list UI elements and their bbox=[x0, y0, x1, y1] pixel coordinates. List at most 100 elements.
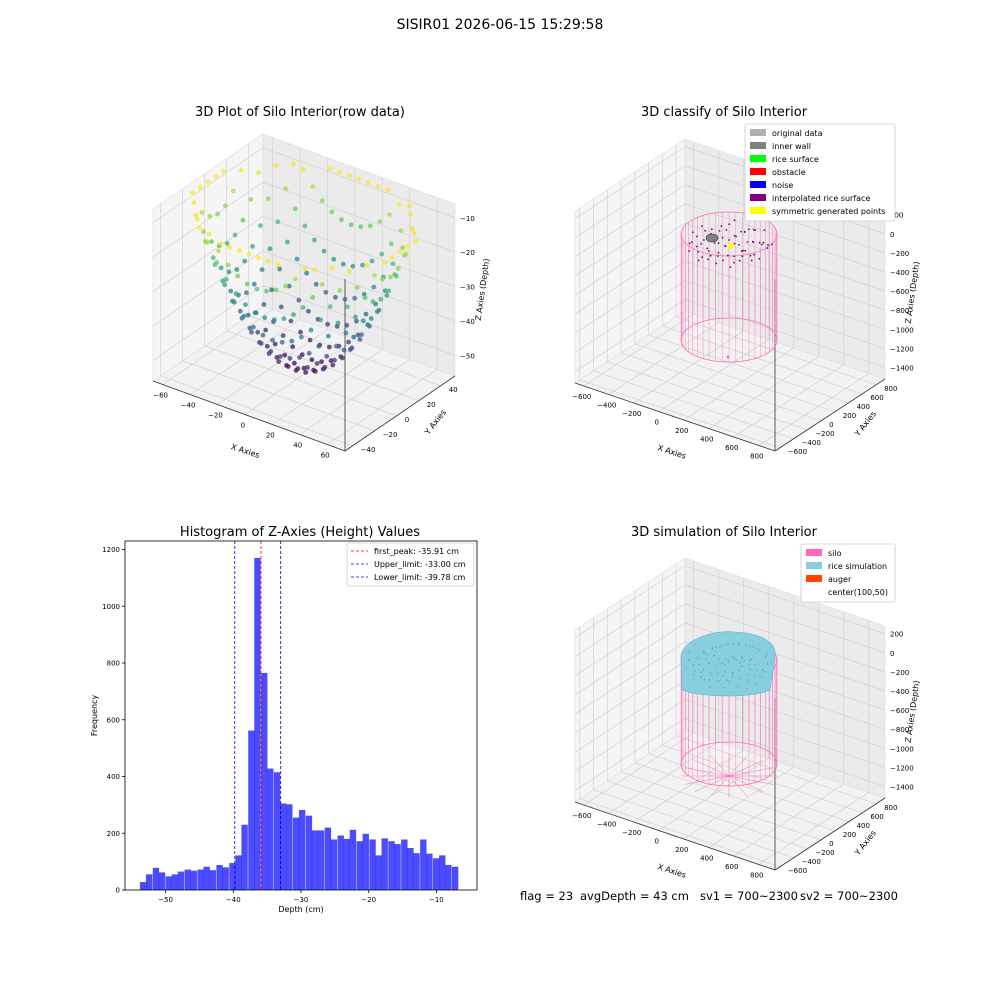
y-tick-label: 200 bbox=[107, 830, 120, 838]
histogram-bar bbox=[229, 863, 236, 890]
data-point bbox=[332, 357, 337, 363]
gridline bbox=[574, 660, 686, 734]
data-point bbox=[408, 212, 413, 217]
gridline bbox=[152, 285, 264, 361]
interpolated-point bbox=[748, 228, 750, 231]
rice-point bbox=[712, 647, 714, 649]
data-point bbox=[241, 313, 247, 319]
data-point bbox=[218, 265, 224, 271]
histogram-bar bbox=[139, 882, 147, 890]
data-point bbox=[292, 276, 298, 282]
rice-point bbox=[731, 673, 734, 675]
data-point bbox=[228, 288, 234, 294]
data-point bbox=[238, 167, 244, 173]
data-point bbox=[294, 256, 300, 262]
interpolated-point bbox=[721, 236, 724, 239]
interpolated-point bbox=[762, 241, 765, 244]
rice-point bbox=[744, 644, 747, 646]
interpolated-point bbox=[761, 243, 763, 246]
interpolated-point bbox=[738, 259, 741, 262]
gridline bbox=[774, 378, 886, 452]
gridline bbox=[574, 261, 686, 334]
gridline bbox=[574, 222, 686, 296]
gridline bbox=[684, 603, 886, 673]
gridline bbox=[182, 360, 375, 432]
silo-floor-line bbox=[728, 760, 764, 777]
rice-point bbox=[702, 668, 705, 671]
data-point bbox=[316, 343, 322, 349]
histogram-bar bbox=[190, 870, 198, 890]
gridline bbox=[774, 797, 886, 871]
z-tick-label: −1000 bbox=[890, 745, 914, 753]
rice-point bbox=[727, 659, 729, 661]
rice-point bbox=[766, 653, 768, 656]
legend-swatch bbox=[806, 575, 822, 582]
chart-raw-3d: −60 −40 −20 0 20 40 60 −40 −20 0 20 40 −10 −20 −30 −40 −… bbox=[152, 105, 492, 460]
legend-swatch bbox=[750, 168, 766, 175]
y-tick-label: −200 bbox=[815, 849, 834, 857]
z-tick-label: 200 bbox=[890, 212, 903, 220]
rice-point bbox=[714, 665, 716, 667]
gridline bbox=[634, 762, 835, 832]
data-point bbox=[282, 352, 288, 358]
interpolated-point bbox=[700, 242, 702, 245]
data-point bbox=[349, 345, 355, 351]
data-point bbox=[319, 198, 325, 204]
rice-point bbox=[711, 674, 713, 676]
interpolated-point bbox=[710, 228, 713, 231]
rice-point bbox=[694, 670, 696, 672]
gridline bbox=[648, 334, 849, 404]
histogram-bar bbox=[324, 827, 332, 890]
data-point bbox=[403, 251, 409, 257]
data-point bbox=[268, 349, 274, 354]
interpolated-point bbox=[738, 243, 740, 246]
z-tick-label: −1000 bbox=[890, 326, 914, 334]
data-point bbox=[302, 266, 308, 272]
data-point bbox=[283, 283, 289, 289]
data-point bbox=[388, 274, 393, 280]
rice-point bbox=[733, 658, 735, 660]
data-point bbox=[367, 323, 372, 329]
gridline bbox=[262, 147, 456, 219]
data-point bbox=[390, 261, 396, 267]
interpolated-point bbox=[758, 241, 761, 244]
gridline bbox=[620, 352, 822, 422]
x-tick-label: −600 bbox=[572, 393, 591, 401]
data-point bbox=[234, 267, 240, 272]
rice-point bbox=[703, 678, 705, 681]
rice-point bbox=[720, 645, 722, 647]
x-tick-label: −200 bbox=[622, 829, 641, 837]
z-tick-label: −600 bbox=[890, 288, 909, 296]
x-tick-label: −30 bbox=[294, 896, 309, 904]
y-tick-label: −600 bbox=[788, 867, 807, 875]
z-axis-label: Z Axies (Depth) bbox=[474, 258, 492, 321]
data-point bbox=[351, 334, 357, 340]
data-point bbox=[382, 288, 388, 294]
data-point bbox=[273, 163, 279, 168]
interpolated-point bbox=[720, 225, 723, 227]
interpolated-point bbox=[725, 229, 728, 231]
data-point bbox=[411, 230, 417, 236]
data-point bbox=[258, 341, 264, 346]
histogram-bar bbox=[280, 803, 287, 890]
data-point bbox=[366, 180, 371, 186]
z-tick-label: 0 bbox=[890, 650, 894, 658]
data-point bbox=[296, 297, 302, 303]
gridline bbox=[684, 241, 886, 311]
legend-swatch bbox=[750, 155, 766, 162]
gridline bbox=[152, 181, 264, 258]
data-point bbox=[406, 203, 412, 209]
data-point bbox=[348, 222, 354, 228]
data-point bbox=[285, 239, 290, 245]
data-point bbox=[355, 332, 361, 338]
data-point bbox=[395, 266, 401, 271]
data-point bbox=[248, 197, 254, 202]
gridline bbox=[593, 789, 794, 859]
data-point bbox=[206, 231, 212, 237]
gridline bbox=[579, 798, 780, 868]
data-point bbox=[300, 167, 306, 172]
interpolated-point bbox=[741, 255, 744, 258]
chart-title: 3D Plot of Silo Interior(row data) bbox=[195, 105, 405, 120]
data-point bbox=[214, 260, 220, 265]
data-point bbox=[227, 244, 233, 250]
